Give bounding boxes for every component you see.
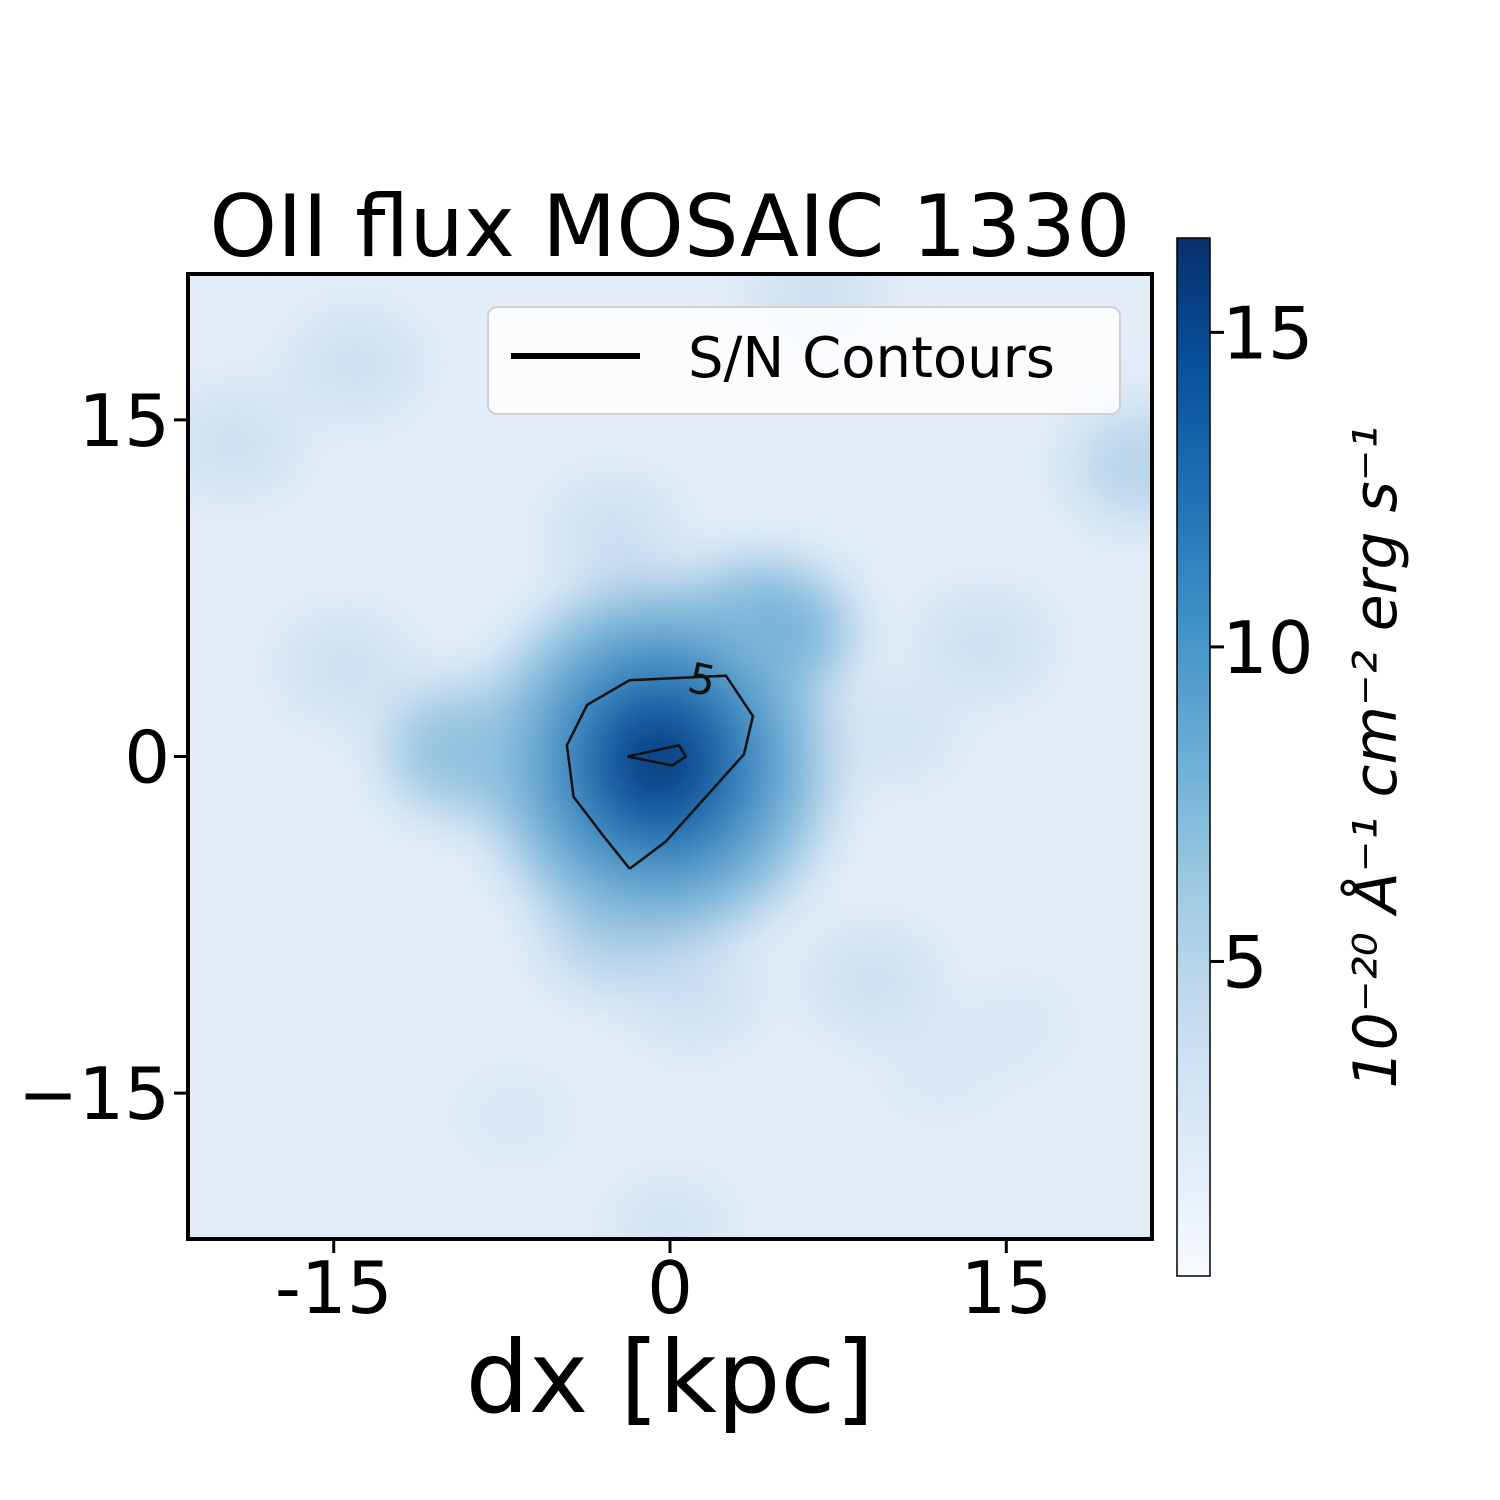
chart-title: OII flux MOSAIC 1330 xyxy=(209,177,1130,277)
y-tick-label: −15 xyxy=(18,1052,170,1136)
legend-entry-sn-contours: S/N Contours xyxy=(688,326,1055,391)
emission-region-9 xyxy=(294,314,418,414)
emission-region-12 xyxy=(552,482,676,582)
emission-region-11 xyxy=(809,931,934,1031)
emission-region-6 xyxy=(922,594,1046,694)
sn-contour-level-5 xyxy=(565,674,755,870)
colorbar-tick-label: 10 xyxy=(1222,606,1314,690)
emission-region-5 xyxy=(283,617,407,717)
x-tick-label: 15 xyxy=(960,1246,1052,1330)
x-tick-label: -15 xyxy=(275,1246,393,1330)
legend[interactable]: S/N Contours xyxy=(487,306,1121,415)
x-tick-label: 0 xyxy=(647,1246,693,1330)
emission-region-4 xyxy=(630,942,755,1042)
heatmap-emission xyxy=(188,274,1152,1239)
colorbar-tick-label: 15 xyxy=(1222,291,1314,375)
x-axis-ticks: -15 0 15 xyxy=(275,1239,1052,1330)
y-tick-label: 15 xyxy=(78,379,170,463)
sn-contour-level-10 xyxy=(627,743,688,767)
colorbar-ticks: 5 10 15 xyxy=(1210,291,1314,1004)
emission-region-15 xyxy=(884,1025,994,1116)
colorbar-tick-label: 5 xyxy=(1222,920,1268,1004)
y-axis-ticks: 15 0 −15 xyxy=(18,379,188,1136)
colorbar-gradient xyxy=(1176,237,1211,1277)
x-axis-label: dx [kpc] xyxy=(466,1319,875,1436)
emission-region-13 xyxy=(836,686,953,782)
emission-region-16 xyxy=(611,1180,729,1239)
emission-region-17 xyxy=(962,981,1073,1071)
heatmap: 5 xyxy=(188,274,1152,1239)
emission-region-7 xyxy=(1071,410,1152,520)
emission-region-8 xyxy=(188,392,295,492)
legend-box xyxy=(487,306,1121,415)
colorbar: 5 10 15 10⁻²⁰ Å⁻¹ cm⁻² erg s⁻¹ xyxy=(1176,237,1411,1277)
emission-region-14 xyxy=(458,1070,568,1161)
y-tick-label: 0 xyxy=(124,716,170,800)
colorbar-label: 10⁻²⁰ Å⁻¹ cm⁻² erg s⁻¹ xyxy=(1340,426,1411,1089)
